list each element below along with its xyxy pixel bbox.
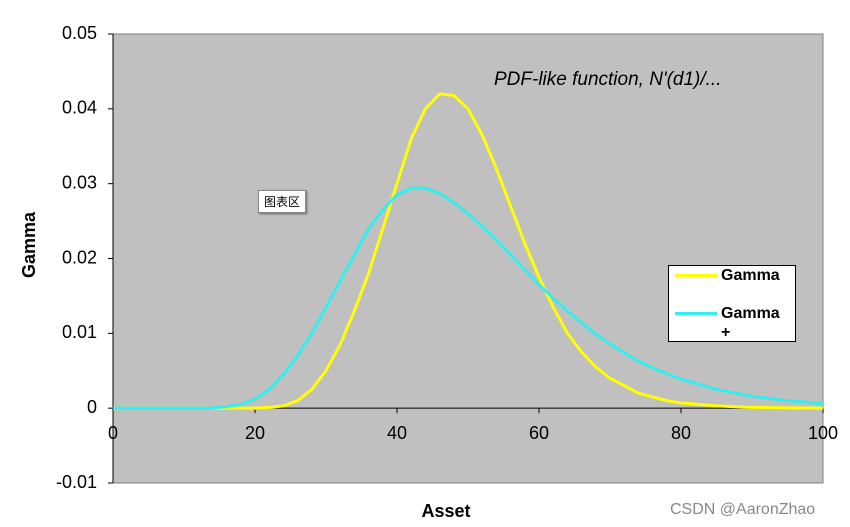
x-tick-label: 100 [808, 423, 838, 443]
x-tick-label: 20 [245, 423, 265, 443]
y-tick-label: 0.02 [62, 247, 97, 267]
legend: Gamma Gamma + [668, 265, 796, 342]
watermark: CSDN @AaronZhao [670, 501, 816, 518]
x-axis-title: Asset [421, 501, 470, 521]
series-line [113, 186, 824, 410]
tooltip: 图表区 [258, 190, 307, 213]
y-tick-label: 0 [87, 397, 97, 417]
y-tick-label: 0.03 [62, 172, 97, 192]
x-tick-label: 0 [108, 423, 118, 443]
y-tick-label: 0.05 [62, 23, 97, 43]
legend-swatch [675, 274, 717, 277]
plot-area [112, 33, 824, 484]
y-axis-title: Gamma [19, 211, 39, 278]
legend-label: Gamma [721, 267, 780, 284]
x-tick-label: 40 [387, 423, 407, 443]
x-tick-label: 80 [671, 423, 691, 443]
y-tick-label: 0.04 [62, 98, 97, 118]
annotation: PDF-like function, N'(d1)/... [494, 69, 721, 90]
legend-label: Gamma + [721, 305, 780, 341]
y-tick-label: -0.01 [56, 472, 97, 492]
x-tick-label: 60 [529, 423, 549, 443]
legend-swatch [675, 312, 717, 315]
y-tick-label: 0.01 [62, 322, 97, 342]
